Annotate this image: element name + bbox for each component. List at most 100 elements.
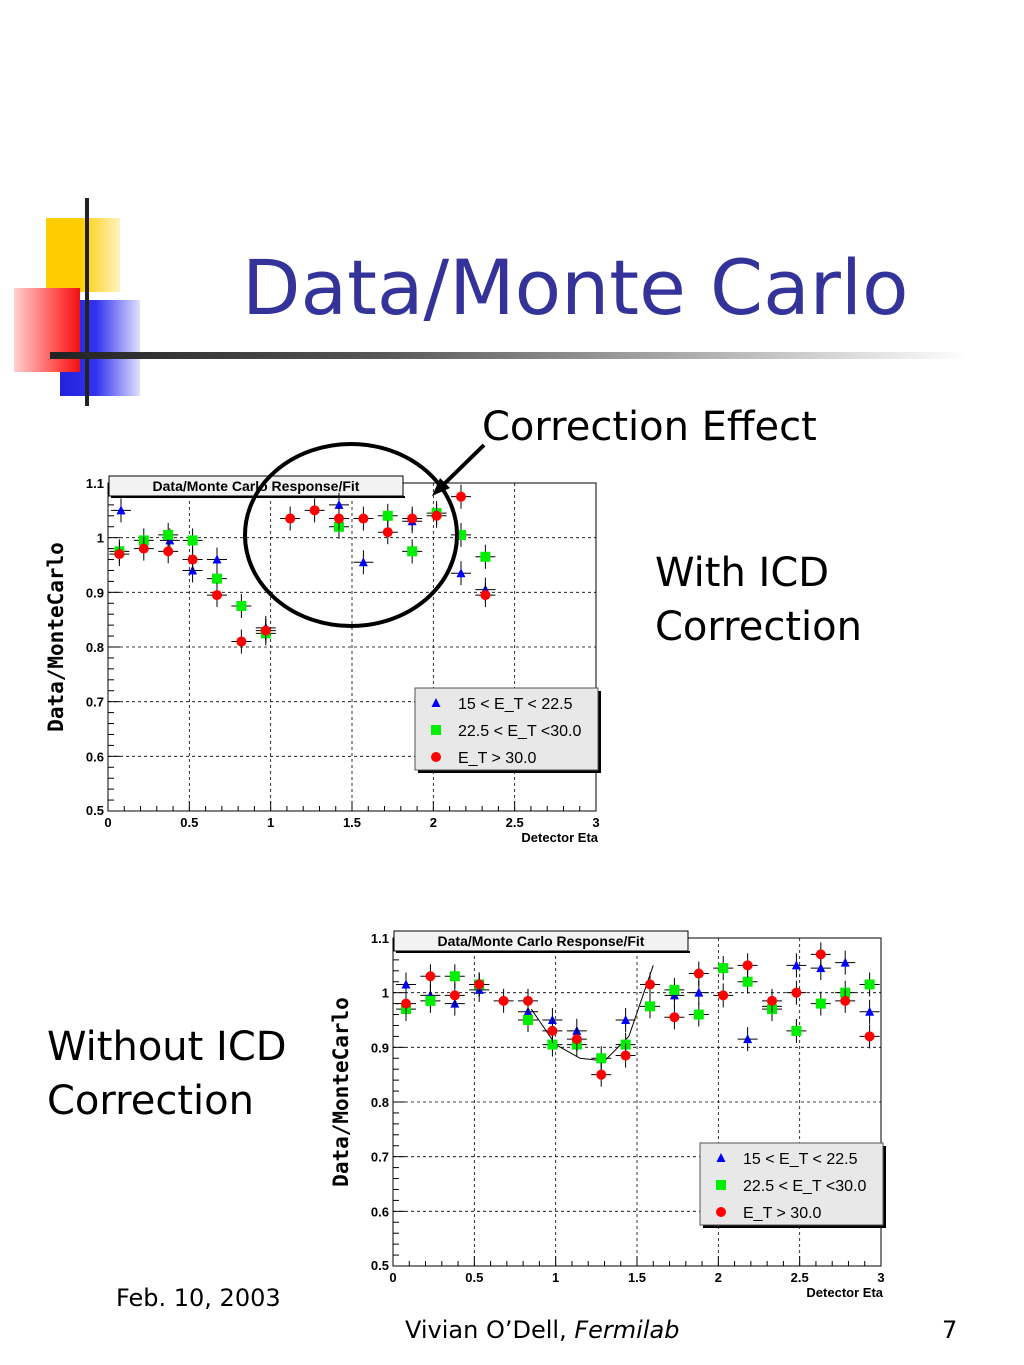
correction-effect-label: Correction Effect: [482, 404, 817, 450]
title-rule: [50, 352, 970, 359]
data-point-square: [382, 510, 393, 521]
data-point-circle: [498, 995, 509, 1006]
x-tick-label: 1: [552, 1270, 559, 1285]
y-tick-label: 0.7: [86, 695, 104, 710]
data-point-circle: [333, 513, 344, 524]
chart-title: Data/Monte Carlo Response/Fit: [153, 478, 360, 494]
x-tick-label: 2: [430, 815, 437, 830]
data-point-triangle: [358, 557, 368, 567]
chart-title: Data/Monte Carlo Response/Fit: [438, 933, 645, 949]
legend-label: 15 < E_T < 22.5: [743, 1151, 858, 1168]
correction-effect-circle: [243, 442, 459, 628]
data-point-square: [742, 976, 753, 987]
x-tick-label: 3: [877, 1270, 884, 1285]
legend-marker-triangle: [716, 1153, 726, 1162]
legend-marker-square: [716, 1180, 726, 1190]
page-number: 7: [942, 1316, 958, 1344]
data-point-circle: [767, 995, 778, 1006]
y-axis-label: Data/MonteCarlo: [44, 542, 68, 732]
data-point-square: [407, 546, 418, 557]
data-point-triangle: [116, 505, 126, 515]
x-tick-label: 0: [104, 815, 111, 830]
data-point-circle: [840, 995, 851, 1006]
data-point-square: [596, 1053, 607, 1064]
footer-date: Feb. 10, 2003: [116, 1284, 281, 1312]
y-tick-label: 1.1: [86, 476, 104, 491]
without-icd-label: Without ICD Correction: [47, 1020, 287, 1128]
data-point-circle: [571, 1034, 582, 1045]
data-point-circle: [474, 979, 485, 990]
legend-label: 22.5 < E_T <30.0: [458, 723, 581, 740]
data-point-square: [693, 1009, 704, 1020]
data-point-square: [425, 995, 436, 1006]
with-icd-label: With ICD Correction: [655, 546, 862, 654]
x-tick-label: 2.5: [506, 815, 524, 830]
correction-effect-arrowhead: [432, 478, 450, 496]
data-point-triangle: [840, 957, 850, 967]
y-tick-label: 0.7: [371, 1150, 389, 1165]
with-icd-line-1: With ICD: [655, 550, 830, 596]
data-point-square: [864, 979, 875, 990]
data-point-square: [815, 998, 826, 1009]
x-tick-label: 2.5: [791, 1270, 809, 1285]
footer-org: Fermilab: [574, 1316, 680, 1344]
data-point-triangle: [334, 499, 344, 509]
y-tick-label: 1.1: [371, 931, 389, 946]
legend-label: 22.5 < E_T <30.0: [743, 1178, 866, 1195]
data-point-circle: [382, 527, 393, 538]
data-point-circle: [407, 513, 418, 524]
y-tick-label: 0.6: [371, 1204, 389, 1219]
x-tick-label: 1: [267, 815, 274, 830]
x-axis-label: Detector Eta: [806, 1285, 883, 1300]
chart-without-icd-correction: 0 0.5 1 1.5 2 2.5 30.50.60.70.80.911.1Detector…: [329, 930, 886, 1300]
x-tick-label: 2: [715, 1270, 722, 1285]
legend-box: [699, 1142, 884, 1226]
legend-marker-square: [431, 725, 441, 735]
x-tick-label: 0: [389, 1270, 396, 1285]
data-point-square: [718, 963, 729, 974]
data-point-triangle: [865, 1006, 875, 1016]
y-axis-label: Data/MonteCarlo: [329, 997, 353, 1187]
data-point-square: [523, 1015, 534, 1025]
data-point-circle: [693, 968, 704, 979]
y-tick-label: 0.9: [371, 1040, 389, 1055]
data-point-circle: [718, 990, 729, 1001]
footer-credit: Vivian O’Dell, Fermilab: [405, 1316, 679, 1344]
data-point-circle: [480, 590, 491, 601]
logo-yellow-square: [46, 218, 120, 292]
data-point-circle: [620, 1050, 631, 1061]
data-point-circle: [791, 987, 802, 998]
data-point-triangle: [456, 568, 466, 578]
data-point-triangle: [694, 987, 704, 997]
y-tick-label: 1: [97, 531, 104, 546]
data-point-circle: [138, 543, 149, 554]
data-point-triangle: [212, 554, 222, 564]
data-point-triangle: [401, 979, 411, 989]
y-tick-label: 0.6: [86, 749, 104, 764]
data-point-circle: [425, 971, 436, 982]
data-point-square: [449, 971, 460, 982]
data-point-circle: [285, 513, 296, 524]
data-point-circle: [260, 625, 271, 636]
data-point-circle: [523, 995, 534, 1006]
data-point-circle: [163, 546, 174, 557]
with-icd-line-2: Correction: [655, 604, 862, 650]
y-tick-label: 1: [382, 986, 389, 1001]
x-tick-label: 3: [592, 815, 599, 830]
y-tick-label: 0.9: [86, 585, 104, 600]
data-point-triangle: [791, 960, 801, 970]
data-point-circle: [187, 554, 198, 565]
data-point-circle: [742, 960, 753, 971]
legend-marker-circle: [431, 752, 441, 762]
data-point-circle: [431, 510, 442, 521]
fit-curve: [530, 965, 654, 1062]
y-tick-label: 0.5: [86, 803, 104, 818]
x-tick-label: 1.5: [343, 815, 361, 830]
data-point-circle: [358, 513, 369, 524]
data-point-circle: [449, 990, 460, 1001]
data-point-circle: [211, 590, 222, 601]
data-point-square: [187, 535, 198, 546]
data-point-circle: [596, 1069, 607, 1080]
legend-label: 15 < E_T < 22.5: [458, 696, 573, 713]
data-point-triangle: [816, 963, 826, 973]
